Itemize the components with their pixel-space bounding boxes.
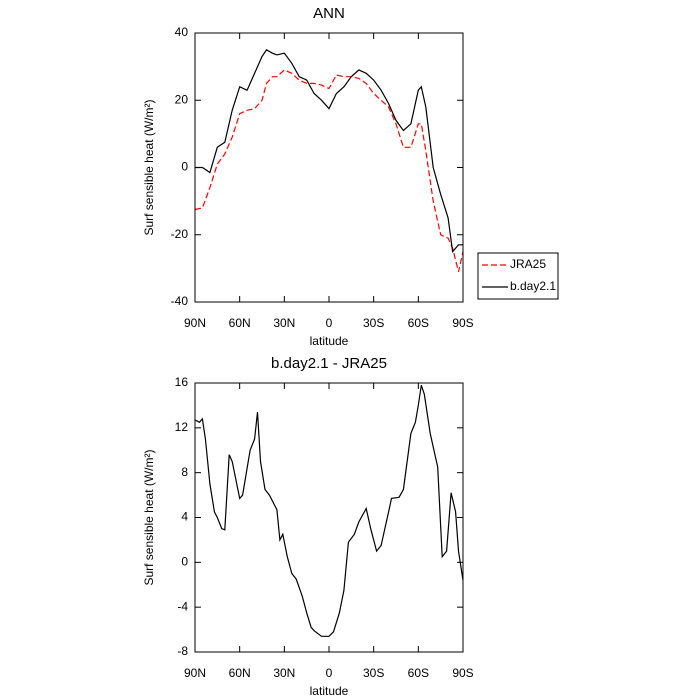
y-tick-label: -20 bbox=[171, 227, 189, 241]
x-tick-label: 90N bbox=[184, 666, 206, 680]
y-tick-label: 20 bbox=[175, 92, 189, 106]
data-line bbox=[194, 69, 464, 272]
x-axis-label: latitude bbox=[310, 684, 349, 698]
plot-frame bbox=[194, 32, 464, 303]
y-tick-label: 12 bbox=[175, 420, 189, 434]
y-tick-label: -4 bbox=[177, 599, 188, 613]
chart-title: ANN bbox=[313, 5, 345, 22]
legend-box bbox=[477, 252, 559, 300]
y-axis-label: Surf sensible heat (W/m²) bbox=[142, 449, 156, 585]
y-tick-label: 16 bbox=[175, 375, 189, 389]
x-tick-label: 90S bbox=[452, 666, 473, 680]
x-tick-label: 90N bbox=[184, 316, 206, 330]
x-tick-label: 60N bbox=[229, 316, 251, 330]
y-tick-label: 0 bbox=[181, 555, 188, 569]
plot-frame bbox=[194, 382, 464, 653]
x-tick-label: 30S bbox=[363, 316, 384, 330]
data-line bbox=[195, 49, 463, 253]
x-tick-label: 60S bbox=[408, 316, 429, 330]
y-tick-label: 40 bbox=[175, 25, 189, 39]
y-tick-label: -8 bbox=[177, 644, 188, 658]
x-tick-label: 30S bbox=[363, 666, 384, 680]
x-tick-label: 0 bbox=[326, 316, 333, 330]
legend-label: JRA25 bbox=[510, 257, 546, 271]
y-tick-label: 8 bbox=[181, 465, 188, 479]
legend-label: b.day2.1 bbox=[510, 279, 556, 293]
y-tick-label: 4 bbox=[181, 510, 188, 524]
y-tick-label: -40 bbox=[171, 294, 189, 308]
data-line bbox=[194, 385, 464, 637]
x-tick-label: 30N bbox=[273, 666, 295, 680]
y-axis-label: Surf sensible heat (W/m²) bbox=[142, 99, 156, 235]
x-tick-label: 30N bbox=[273, 316, 295, 330]
chart-title: b.day2.1 - JRA25 bbox=[271, 355, 387, 372]
x-axis-label: latitude bbox=[310, 334, 349, 348]
y-tick-label: 0 bbox=[181, 160, 188, 174]
x-tick-label: 60S bbox=[408, 666, 429, 680]
x-tick-label: 90S bbox=[452, 316, 473, 330]
x-tick-label: 0 bbox=[326, 666, 333, 680]
x-tick-label: 60N bbox=[229, 666, 251, 680]
